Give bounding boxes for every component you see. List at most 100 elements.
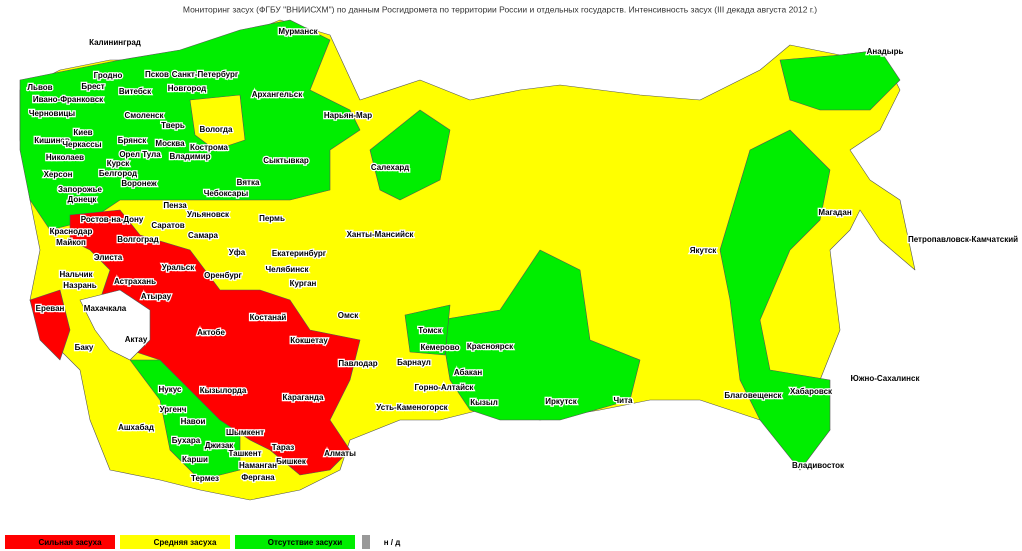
city-label: Нукус — [159, 385, 182, 394]
city-label: Бухара — [172, 436, 201, 445]
region — [369, 109, 451, 201]
city-label: Смоленск — [125, 111, 165, 120]
city-label: Владивосток — [792, 461, 845, 470]
city-label: Иркутск — [545, 397, 577, 406]
region — [189, 94, 246, 151]
city-label: Курск — [107, 159, 131, 168]
city-label: Абакан — [454, 368, 483, 377]
city-label: Назрань — [63, 281, 96, 290]
city-label: Орел Тула — [119, 150, 161, 159]
city-label: Сыктывкар — [263, 156, 309, 165]
city-label: Бишкек — [276, 457, 307, 466]
city-label: Салехард — [371, 163, 409, 172]
city-label: Атырау — [141, 292, 172, 301]
city-label: Ургенч — [160, 405, 187, 414]
legend-label: Средняя засуха — [154, 538, 217, 547]
city-label: Барнаул — [397, 358, 431, 367]
city-label: Санкт-Петербург — [172, 70, 239, 79]
city-label: Уфа — [229, 248, 246, 257]
city-label: Оренбург — [204, 271, 242, 280]
city-label: Усть-Каменогорск — [376, 403, 448, 412]
city-label: Тверь — [161, 121, 185, 130]
city-label: Херсон — [44, 170, 73, 179]
city-label: Курган — [290, 279, 317, 288]
city-label: Вологда — [200, 125, 233, 134]
region — [19, 19, 361, 231]
city-label: Краснодар — [50, 227, 93, 236]
city-label: Нарьян-Мар — [324, 111, 372, 120]
city-label: Ульяновск — [187, 210, 230, 219]
map-title: Мониторинг засух (ФГБУ "ВНИИСХМ") по дан… — [183, 4, 817, 14]
city-label: Якутск — [690, 246, 718, 255]
city-label: Южно-Сахалинск — [851, 374, 921, 383]
city-label: Владимир — [169, 152, 210, 161]
legend-label: н / д — [384, 538, 401, 547]
city-label: Махачкала — [84, 304, 127, 313]
city-label: Пенза — [163, 201, 187, 210]
city-label: Хабаровск — [790, 387, 833, 396]
city-label: Ивано-Франковск — [33, 95, 104, 104]
city-label: Наманган — [239, 461, 277, 470]
city-label: Москва — [155, 139, 185, 148]
city-label: Кишинев — [34, 136, 70, 145]
city-label: Ашхабад — [118, 423, 154, 432]
city-label: Пермь — [259, 214, 285, 223]
city-label: Екатеринбург — [272, 249, 327, 258]
city-label: Карши — [182, 455, 208, 464]
legend-label: Сильная засуха — [38, 538, 102, 547]
city-label: Майкоп — [56, 238, 86, 247]
city-label: Ханты-Мансийск — [347, 230, 415, 239]
city-label: Красноярск — [467, 342, 514, 351]
city-label: Черновицы — [29, 109, 75, 118]
city-label: Брест — [81, 82, 104, 91]
city-label: Астрахань — [114, 277, 156, 286]
city-label: Кокшетау — [290, 336, 328, 345]
region — [439, 249, 641, 421]
city-label: Кызыл — [470, 398, 498, 407]
city-label: Элиста — [94, 253, 123, 262]
city-label: Горно-Алтайск — [415, 383, 475, 392]
city-label: Черкассы — [62, 140, 101, 149]
city-label: Волгоград — [117, 235, 158, 244]
city-label: Ташкент — [228, 449, 261, 458]
city-label: Львов — [27, 83, 52, 92]
city-label: Вятка — [237, 178, 260, 187]
city-label: Караганда — [283, 393, 324, 402]
city-label: Актобе — [197, 328, 225, 337]
region — [404, 304, 451, 356]
city-label: Магадан — [818, 208, 852, 217]
city-label: Архангельск — [252, 90, 304, 99]
legend-swatch — [235, 535, 355, 549]
legend-label: Отсутствие засухи — [268, 538, 342, 547]
city-label: Анадырь — [867, 47, 904, 56]
city-label: Баку — [75, 343, 94, 352]
city-label: Витебск — [119, 87, 152, 96]
city-label: Тараз — [272, 443, 295, 452]
city-label: Новгород — [168, 84, 206, 93]
city-label: Омск — [338, 311, 359, 320]
city-label: Донецк — [68, 195, 98, 204]
legend-swatch — [362, 535, 370, 549]
region — [719, 129, 831, 471]
region — [29, 289, 71, 361]
city-label: Фергана — [241, 473, 275, 482]
city-label: Воронеж — [121, 179, 157, 188]
city-label: Самара — [188, 231, 218, 240]
city-label: Благовещенск — [724, 391, 782, 400]
city-label: Шымкент — [226, 428, 264, 437]
city-label: Николаев — [46, 153, 84, 162]
city-label: Челябинск — [266, 265, 310, 274]
city-label: Кемерово — [420, 343, 459, 352]
city-label: Киев — [73, 128, 92, 137]
city-label: Гродно — [94, 71, 123, 80]
city-label: Саратов — [151, 221, 184, 230]
city-label: Навои — [181, 417, 206, 426]
regions — [19, 19, 916, 501]
city-label: Чебоксары — [204, 189, 249, 198]
city-label: Ереван — [36, 304, 65, 313]
city-label: Мурманск — [278, 27, 318, 36]
city-label: Белгород — [99, 169, 137, 178]
city-label: Алматы — [324, 449, 356, 458]
city-label: Актау — [125, 335, 148, 344]
city-label: Термез — [191, 474, 219, 483]
